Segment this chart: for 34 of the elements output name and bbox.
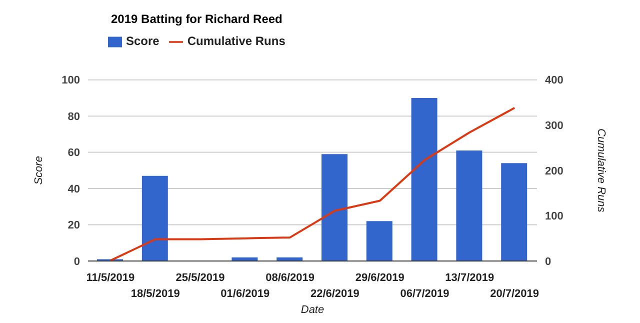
- x-tick-label: 18/5/2019: [130, 288, 180, 300]
- y-tick-label: 0: [74, 256, 80, 268]
- legend-label: Score: [126, 34, 160, 48]
- x-tick-label: 22/6/2019: [310, 288, 360, 300]
- bar: [366, 221, 392, 261]
- x-tick-label: 25/5/2019: [176, 272, 225, 284]
- y-axis-title: Score: [32, 156, 45, 185]
- y2-tick-label: 200: [545, 165, 564, 178]
- y2-tick-label: 100: [545, 210, 564, 223]
- y2-tick-label: 400: [545, 74, 564, 87]
- y-tick-label: 20: [68, 220, 80, 232]
- y2-axis-title: Cumulative Runs: [595, 128, 608, 213]
- x-axis-title: Date: [300, 304, 324, 316]
- y-tick-label: 100: [62, 74, 80, 87]
- x-tick-label: 01/6/2019: [220, 288, 270, 300]
- chart-title: 2019 Batting for Richard Reed: [111, 12, 282, 26]
- bar: [456, 150, 482, 261]
- bar: [322, 154, 348, 261]
- bar: [501, 163, 528, 261]
- y-tick-label: 60: [68, 147, 80, 160]
- x-tick-label: 13/7/2019: [445, 272, 494, 284]
- x-tick-label: 08/6/2019: [266, 272, 315, 284]
- legend-label: Cumulative Runs: [187, 34, 286, 48]
- x-tick-label: 20/7/2019: [490, 288, 540, 300]
- x-tick-label: 11/5/2019: [86, 272, 135, 284]
- bar: [142, 176, 168, 261]
- line-series: [109, 106, 516, 261]
- x-tick-label: 06/7/2019: [400, 288, 450, 300]
- y-tick-label: 40: [68, 183, 80, 196]
- y2-tick-label: 0: [545, 256, 552, 268]
- y2-tick-label: 300: [545, 120, 564, 132]
- y-tick-label: 80: [68, 110, 80, 123]
- x-tick-label: 29/6/2019: [355, 272, 404, 284]
- bar: [411, 98, 438, 261]
